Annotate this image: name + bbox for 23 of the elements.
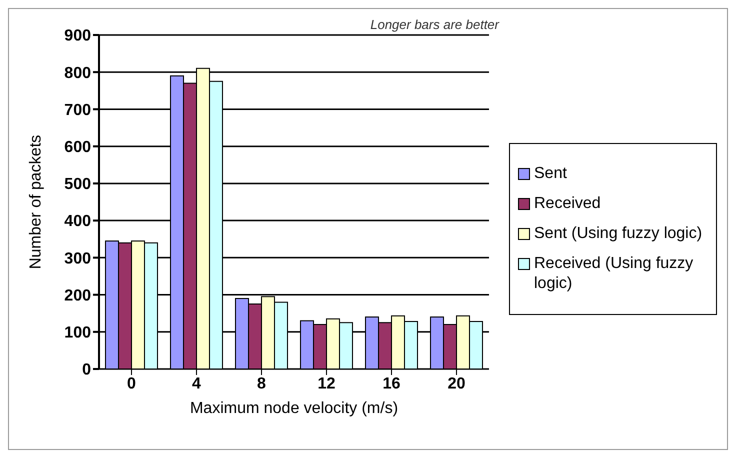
legend-label: Sent (Using fuzzy logic) — [534, 224, 702, 244]
legend-label: Sent — [534, 164, 567, 184]
y-tick-label: 500 — [64, 176, 92, 194]
legend-label: Received — [534, 194, 601, 214]
legend-label: Received (Using fuzzy logic) — [534, 254, 694, 294]
y-tick-label: 600 — [64, 139, 92, 156]
y-tick-label: 300 — [64, 250, 92, 268]
x-tick-label: 8 — [257, 375, 266, 392]
x-axis-title: Maximum node velocity (m/s) — [190, 400, 398, 417]
x-tick-label: 0 — [127, 375, 136, 392]
x-tick-label: 20 — [448, 375, 466, 392]
y-tick-label: 700 — [64, 102, 92, 119]
text: Longer bars are better — [369, 17, 499, 32]
y-tick-label: 900 — [64, 28, 92, 45]
x-tick-label: 16 — [382, 375, 400, 392]
y-axis-title: Number of packets — [28, 134, 45, 270]
y-tick-label: 400 — [64, 213, 92, 230]
y-tick-label: 0 — [82, 362, 92, 379]
y-tick-label: 800 — [64, 64, 92, 82]
y-tick-label: 100 — [64, 324, 92, 342]
y-tick-label: 200 — [64, 287, 92, 304]
x-tick-label: 4 — [192, 375, 202, 392]
x-tick-label: 12 — [318, 375, 336, 392]
